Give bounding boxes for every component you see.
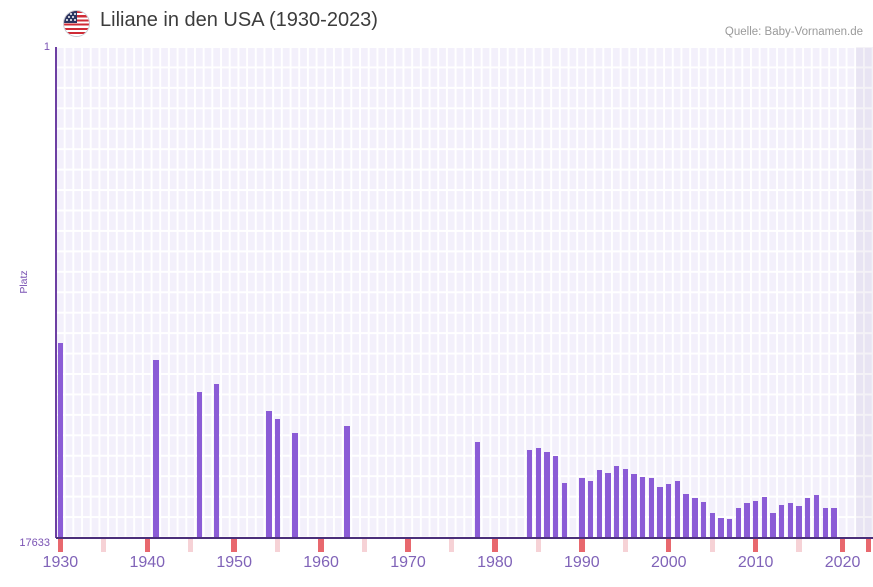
- bar[interactable]: [657, 487, 663, 537]
- bar[interactable]: [752, 501, 759, 537]
- bar[interactable]: [822, 508, 828, 537]
- bar[interactable]: [622, 469, 628, 537]
- bar[interactable]: [813, 495, 820, 537]
- x-tick-minor: [274, 539, 281, 552]
- bar[interactable]: [153, 360, 159, 537]
- bar[interactable]: [266, 411, 272, 537]
- bar[interactable]: [526, 450, 533, 537]
- bar[interactable]: [666, 484, 672, 537]
- bar[interactable]: [726, 519, 733, 537]
- bar[interactable]: [735, 508, 741, 537]
- bar[interactable]: [613, 466, 620, 537]
- x-tick-major: [579, 539, 585, 552]
- x-axis-tick-label: 1970: [390, 554, 426, 571]
- x-tick-major: [231, 539, 237, 552]
- x-axis-tick-label: 2010: [737, 554, 774, 571]
- bar[interactable]: [831, 508, 837, 537]
- bar[interactable]: [683, 494, 689, 537]
- x-tick-minor: [448, 539, 455, 552]
- bar[interactable]: [761, 497, 768, 537]
- bar[interactable]: [805, 498, 811, 537]
- bar[interactable]: [596, 470, 602, 537]
- y-axis-line: [55, 47, 57, 538]
- bar[interactable]: [605, 473, 611, 537]
- x-tick-major: [492, 539, 498, 552]
- x-axis-tick-label: 1980: [477, 554, 513, 571]
- x-tick-minor: [101, 539, 107, 552]
- x-tick-minor: [796, 539, 802, 552]
- forecast-shaded-band: [855, 47, 873, 537]
- x-tick-major: [865, 539, 872, 552]
- x-tick-major: [405, 539, 411, 552]
- x-axis-tick-label: 1950: [216, 554, 252, 571]
- x-tick-minor: [361, 539, 368, 552]
- bar[interactable]: [196, 392, 203, 537]
- x-tick-minor: [709, 539, 715, 552]
- bar[interactable]: [779, 505, 785, 537]
- x-axis-tick-label: 1990: [564, 554, 600, 571]
- chart-header: Liliane in den USA (1930-2023) Quelle: B…: [0, 0, 873, 47]
- bar[interactable]: [648, 478, 655, 537]
- x-axis-line: [56, 537, 873, 539]
- bar[interactable]: [535, 448, 542, 537]
- y-axis-title: Platz: [18, 270, 30, 294]
- bar[interactable]: [274, 419, 281, 537]
- bar[interactable]: [700, 502, 707, 537]
- y-axis-top-label: 1: [43, 41, 50, 53]
- x-tick-major: [752, 539, 759, 552]
- x-axis-tick-label: 1940: [129, 554, 166, 571]
- bar[interactable]: [770, 513, 776, 537]
- plot-area: [56, 47, 873, 537]
- x-tick-minor: [188, 539, 194, 552]
- bar[interactable]: [474, 442, 481, 537]
- bar[interactable]: [639, 477, 646, 537]
- grid-lines: [56, 47, 873, 537]
- bar[interactable]: [553, 456, 559, 537]
- bar[interactable]: [718, 518, 724, 537]
- x-tick-major: [318, 539, 324, 552]
- bar[interactable]: [744, 503, 750, 537]
- bar[interactable]: [561, 483, 568, 537]
- x-tick-minor: [622, 539, 628, 552]
- x-axis-tick-label: 2000: [650, 554, 687, 571]
- bar[interactable]: [674, 481, 681, 537]
- x-axis-tick-label: 1960: [303, 554, 339, 571]
- x-tick-major: [144, 539, 150, 552]
- x-axis-tick-strip: [56, 539, 873, 552]
- x-tick-major: [57, 539, 64, 552]
- bar[interactable]: [214, 384, 220, 537]
- bar[interactable]: [587, 481, 594, 537]
- x-axis-tick-label: 2020: [824, 554, 861, 571]
- bar[interactable]: [579, 478, 585, 537]
- bar[interactable]: [292, 433, 298, 537]
- bar[interactable]: [796, 506, 802, 537]
- x-tick-major: [666, 539, 672, 552]
- bar[interactable]: [692, 498, 698, 537]
- x-tick-minor: [535, 539, 542, 552]
- bar[interactable]: [787, 503, 794, 537]
- bar[interactable]: [709, 513, 715, 537]
- source-attribution: Quelle: Baby-Vornamen.de: [724, 26, 863, 38]
- bar-series: [56, 47, 873, 537]
- x-axis-tick-label: 1930: [42, 554, 79, 571]
- y-axis-bottom-label: 17633: [19, 537, 50, 549]
- bar[interactable]: [544, 452, 550, 537]
- us-flag-icon: [63, 10, 90, 37]
- bar[interactable]: [344, 426, 350, 537]
- page-title: Liliane in den USA (1930-2023): [100, 9, 378, 31]
- bar[interactable]: [631, 474, 637, 537]
- bar[interactable]: [57, 343, 64, 537]
- x-tick-major: [839, 539, 846, 552]
